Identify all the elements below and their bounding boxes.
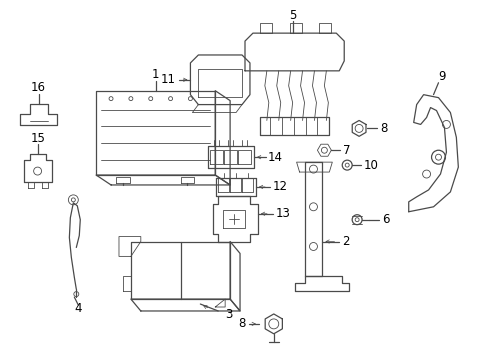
Text: 4: 4	[74, 302, 82, 315]
Circle shape	[442, 121, 450, 129]
Circle shape	[321, 147, 327, 153]
Circle shape	[310, 203, 318, 211]
Circle shape	[436, 154, 441, 160]
Text: 14: 14	[268, 151, 283, 164]
Text: 10: 10	[364, 159, 379, 172]
Circle shape	[109, 96, 113, 100]
Text: 5: 5	[289, 9, 296, 22]
Circle shape	[355, 125, 363, 132]
Text: 13: 13	[276, 207, 291, 220]
Text: 6: 6	[382, 213, 390, 226]
Text: 11: 11	[161, 73, 175, 86]
Text: 16: 16	[31, 81, 46, 94]
Circle shape	[422, 170, 431, 178]
Circle shape	[310, 243, 318, 251]
Circle shape	[355, 218, 359, 222]
Text: 1: 1	[152, 68, 159, 81]
Circle shape	[34, 167, 42, 175]
Circle shape	[169, 96, 172, 100]
Circle shape	[129, 96, 133, 100]
Circle shape	[352, 215, 362, 225]
Text: 8: 8	[239, 318, 246, 330]
Text: 8: 8	[380, 122, 387, 135]
Text: 9: 9	[439, 70, 446, 83]
Circle shape	[342, 160, 352, 170]
Circle shape	[149, 96, 153, 100]
Text: 15: 15	[30, 132, 45, 145]
Text: 7: 7	[343, 144, 351, 157]
Text: 3: 3	[225, 309, 233, 321]
Text: 2: 2	[342, 235, 350, 248]
Circle shape	[69, 195, 78, 205]
Text: 12: 12	[273, 180, 288, 193]
Circle shape	[269, 319, 279, 329]
Circle shape	[432, 150, 445, 164]
Circle shape	[189, 96, 193, 100]
Circle shape	[74, 292, 79, 297]
Circle shape	[310, 165, 318, 173]
Circle shape	[72, 198, 75, 202]
Circle shape	[345, 163, 349, 167]
